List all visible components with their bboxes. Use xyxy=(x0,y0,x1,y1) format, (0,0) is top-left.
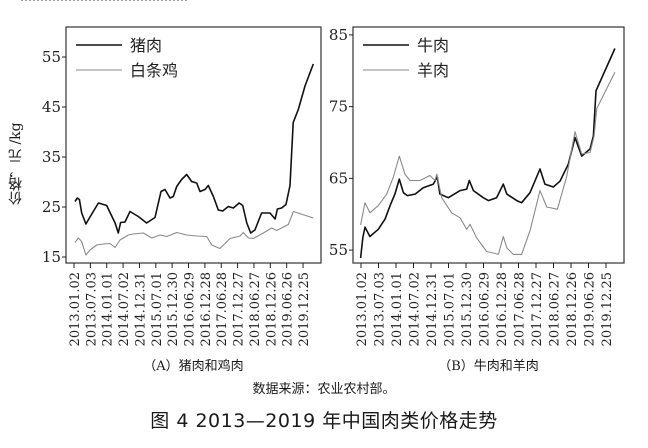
x-tick-label: 2016.12.28 xyxy=(495,272,510,346)
y-tick-label: 55 xyxy=(329,241,348,259)
x-tick-label: 2017.12.27 xyxy=(232,272,247,346)
legend-label: 猪肉 xyxy=(130,36,162,55)
x-tick-label: 2014.07.02 xyxy=(117,272,132,346)
x-tick-label: 2015.07.01 xyxy=(443,272,458,346)
plot-frame xyxy=(352,26,625,264)
legend-label: 牛肉 xyxy=(417,36,449,55)
y-tick-label: 55 xyxy=(42,48,61,66)
y-axis-label-panel-a: 价格，元 /kg xyxy=(8,122,24,206)
y-tick-label: 65 xyxy=(329,169,348,187)
x-tick-label: 2015.07.01 xyxy=(150,272,165,346)
x-tick-label: 2017.12.27 xyxy=(530,272,545,346)
y-tick-label: 45 xyxy=(42,98,61,116)
y-tick-label: 25 xyxy=(42,198,61,216)
x-tick-label: 2014.07.02 xyxy=(408,272,423,346)
x-tick-label: 2019.06.26 xyxy=(281,272,296,346)
x-tick-label: 2016.06.29 xyxy=(183,272,198,346)
series-line-secondary xyxy=(74,210,314,256)
series-line-primary xyxy=(359,48,616,259)
x-tick-label: 2019.12.25 xyxy=(600,272,615,346)
x-tick-label: 2015.12.30 xyxy=(460,272,475,346)
legend-label: 白条鸡 xyxy=(130,61,178,80)
y-tick-label: 15 xyxy=(42,248,61,266)
x-tick-label: 2013.01.02 xyxy=(68,272,83,346)
x-tick-label: 2016.06.29 xyxy=(478,272,493,346)
x-tick-label: 2018.12.26 xyxy=(264,272,279,346)
truncated-previous-text: …………………………………… xyxy=(20,0,280,4)
y-tick-label: 35 xyxy=(42,148,61,166)
x-tick-label: 2013.01.02 xyxy=(355,272,370,346)
y-tick-label: 75 xyxy=(329,98,348,116)
legend-label: 羊肉 xyxy=(417,61,449,80)
x-tick-label: 2016.12.28 xyxy=(199,272,214,346)
x-tick-label: 2014.01.01 xyxy=(390,272,405,346)
chart-panel-a: 15 25 35 45 55 2013.01.02 2013.07.03 2014.01.01… xyxy=(42,26,322,346)
plot-frame xyxy=(65,26,322,264)
series-line-secondary xyxy=(360,71,616,255)
y-tick-label: 85 xyxy=(329,26,348,44)
x-tick-label: 2014.12.31 xyxy=(425,272,440,346)
x-tick-label: 2018.06.27 xyxy=(548,272,563,346)
x-tick-label: 2013.07.03 xyxy=(84,272,99,346)
panel-a-caption: （A）猪肉和鸡肉 xyxy=(143,359,244,374)
data-source-note: 数据来源：农业农村部。 xyxy=(252,382,396,397)
x-tick-label: 2017.06.28 xyxy=(513,272,528,346)
x-tick-label: 2014.12.31 xyxy=(133,272,148,346)
x-tick-label: 2018.06.27 xyxy=(248,272,263,346)
x-tick-label: 2018.12.26 xyxy=(565,272,580,346)
x-tick-label: 2017.06.28 xyxy=(215,272,230,346)
x-tick-label: 2019.12.25 xyxy=(297,272,312,346)
figure-title: 图 4 2013—2019 年中国肉类价格走势 xyxy=(150,410,498,432)
x-tick-label: 2015.12.30 xyxy=(166,272,181,346)
x-tick-label: 2019.06.26 xyxy=(583,272,598,346)
x-tick-label: 2013.07.03 xyxy=(373,272,388,346)
panel-b-caption: （B）牛肉和羊肉 xyxy=(438,359,539,374)
x-tick-label: 2014.01.01 xyxy=(101,272,116,346)
series-line-primary xyxy=(74,63,315,234)
